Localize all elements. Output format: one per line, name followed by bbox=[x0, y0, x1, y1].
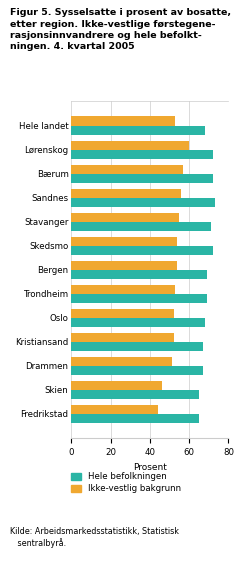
Bar bbox=[71, 126, 205, 135]
Bar bbox=[71, 333, 174, 342]
Bar bbox=[71, 116, 175, 126]
Bar bbox=[71, 309, 174, 318]
Bar bbox=[71, 366, 203, 375]
Bar bbox=[71, 140, 189, 149]
Bar bbox=[71, 261, 177, 270]
Bar bbox=[71, 198, 215, 207]
Bar bbox=[71, 380, 162, 390]
Bar bbox=[71, 149, 213, 159]
Text: Kilde: Arbeidsmarkedsstatistikk, Statistisk
   sentralbyrå.: Kilde: Arbeidsmarkedsstatistikk, Statist… bbox=[10, 527, 178, 548]
Bar bbox=[71, 414, 199, 423]
Bar bbox=[71, 270, 207, 279]
Bar bbox=[71, 237, 177, 246]
Bar bbox=[71, 390, 199, 399]
Bar bbox=[71, 342, 203, 351]
Legend: Hele befolkningen, Ikke-vestlig bakgrunn: Hele befolkningen, Ikke-vestlig bakgrunn bbox=[71, 473, 181, 493]
Bar bbox=[71, 294, 207, 303]
Bar bbox=[71, 246, 213, 255]
Bar bbox=[71, 318, 205, 327]
Bar bbox=[71, 222, 211, 231]
Bar bbox=[71, 357, 172, 366]
Bar bbox=[71, 405, 158, 414]
X-axis label: Prosent: Prosent bbox=[133, 463, 167, 472]
Text: Figur 5. Sysselsatte i prosent av bosatte,
etter region. Ikke-vestlige førstegen: Figur 5. Sysselsatte i prosent av bosatt… bbox=[10, 8, 231, 51]
Bar bbox=[71, 189, 181, 198]
Bar bbox=[71, 174, 213, 183]
Bar bbox=[71, 285, 175, 294]
Bar bbox=[71, 212, 179, 222]
Bar bbox=[71, 165, 183, 174]
